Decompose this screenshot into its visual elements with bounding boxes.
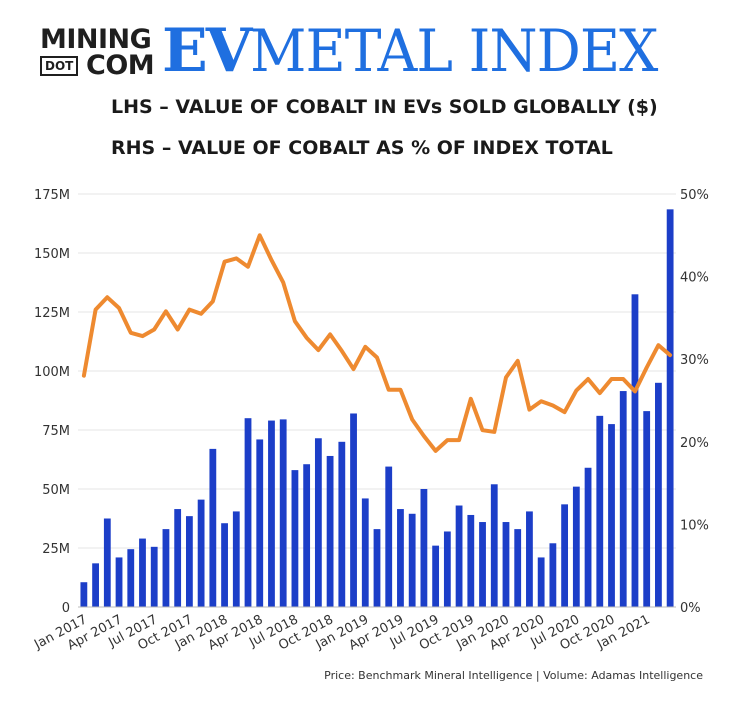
left-tick-label: 0: [62, 601, 70, 616]
bar: [549, 543, 557, 607]
bar: [185, 516, 193, 607]
bar: [526, 511, 533, 607]
bar: [139, 538, 146, 607]
right-tick-label: 50%: [680, 188, 709, 203]
bar: [127, 549, 135, 607]
bar: [314, 438, 322, 607]
line-series: [81, 233, 673, 453]
bar: [103, 518, 111, 607]
left-tick-label: 100M: [34, 365, 70, 380]
bar: [666, 209, 674, 607]
bar: [350, 413, 357, 607]
right-tick-label: 10%: [680, 518, 709, 533]
subtitle-lhs: LHS – VALUE OF COBALT IN EVs SOLD GLOBAL…: [111, 96, 658, 118]
bar: [561, 504, 569, 607]
bar: [174, 509, 182, 607]
bar: [537, 557, 545, 607]
left-tick-label: 50M: [42, 483, 70, 498]
logo-metal-index: METAL INDEX: [250, 17, 658, 85]
bar: [596, 415, 604, 607]
bar: [584, 467, 592, 607]
right-tick-label: 30%: [680, 353, 709, 368]
axes: 0 25M 50M 75M 100M 125M 150M 175M 0% 10% 20% 30% 40%…: [31, 188, 709, 654]
bar: [655, 382, 662, 607]
bar: [197, 499, 205, 607]
bar: [479, 522, 486, 607]
bar: [326, 455, 334, 607]
bar: [631, 294, 639, 607]
bar: [385, 466, 393, 607]
bar: [502, 522, 510, 607]
left-tick-label: 175M: [34, 188, 70, 203]
bar: [268, 420, 275, 607]
bar: [303, 464, 311, 607]
subtitle-rhs: RHS – VALUE OF COBALT AS % OF INDEX TOTA…: [111, 137, 613, 159]
bar: [420, 489, 428, 607]
bar: [338, 441, 346, 607]
bar: [279, 419, 287, 607]
bar: [619, 391, 627, 607]
bar: [209, 448, 217, 607]
bar: [397, 509, 404, 607]
bar: [115, 557, 123, 607]
left-tick-label: 150M: [34, 247, 70, 262]
bar: [256, 439, 264, 607]
left-tick-label: 125M: [34, 306, 70, 321]
bar: [432, 545, 440, 607]
left-tick-label: 75M: [42, 424, 70, 439]
logo-ev: EV: [162, 16, 252, 86]
series-line: [81, 233, 673, 453]
bar: [514, 529, 522, 607]
logo-dot: DOT: [40, 56, 79, 76]
bar: [162, 529, 170, 607]
right-tick-label: 40%: [680, 271, 709, 286]
logo-com: COM: [86, 50, 155, 81]
bar: [443, 531, 451, 607]
bar: [291, 470, 299, 607]
bar: [232, 511, 240, 607]
logo-mining: MINING: [40, 24, 152, 55]
bar: [92, 563, 99, 607]
bar: [608, 424, 615, 607]
bar: [244, 418, 252, 607]
bar-series: [80, 209, 674, 607]
left-tick-label: 25M: [42, 542, 70, 557]
right-tick-label: 0%: [680, 601, 701, 616]
bar: [572, 486, 580, 607]
bar: [80, 582, 88, 607]
bar: [150, 546, 158, 607]
bar: [373, 529, 381, 607]
logo: MINING DOT COM EV METAL INDEX: [40, 18, 710, 86]
bar: [361, 498, 369, 607]
bar: [221, 523, 228, 607]
bar: [408, 513, 416, 607]
bar: [467, 514, 475, 607]
source-note: Price: Benchmark Mineral Intelligence | …: [324, 669, 703, 682]
right-tick-label: 20%: [680, 436, 709, 451]
bar: [643, 411, 651, 607]
bar: [455, 505, 463, 607]
bar: [490, 484, 498, 607]
